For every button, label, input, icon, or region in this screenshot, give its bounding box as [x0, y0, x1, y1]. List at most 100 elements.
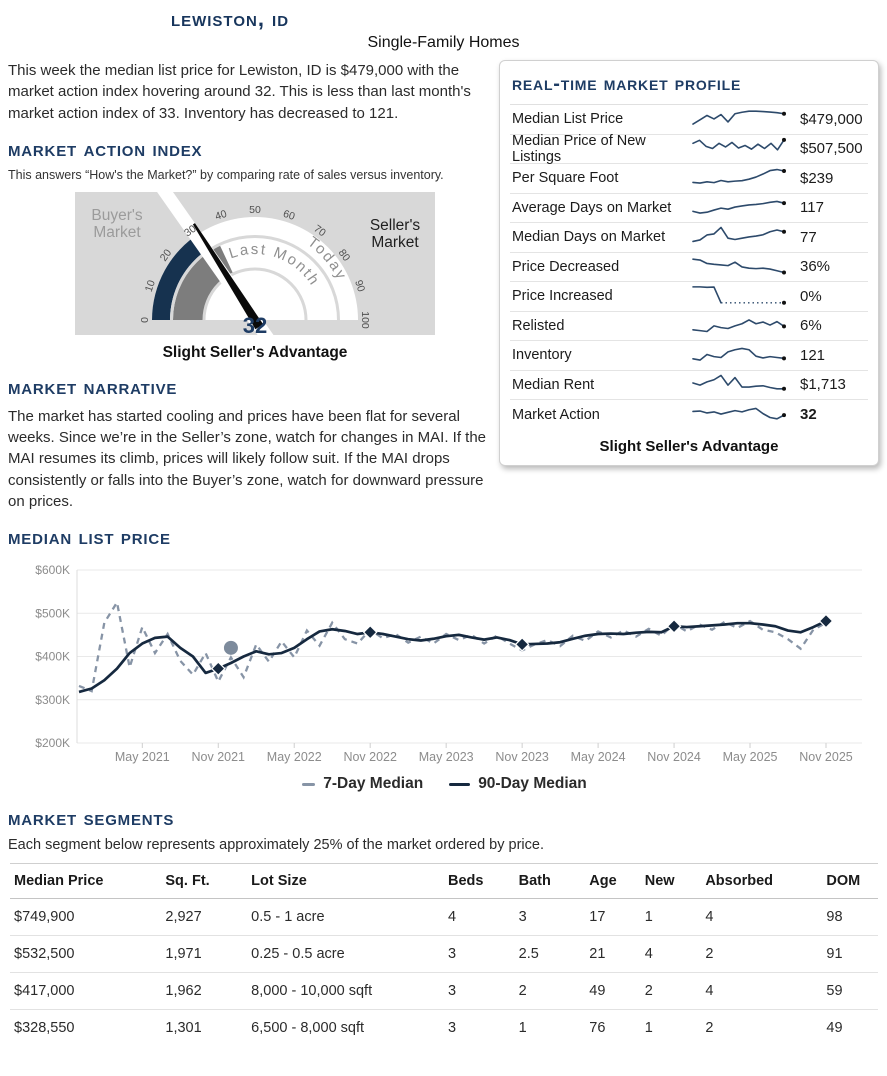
profile-row-label: Per Square Foot — [512, 170, 619, 187]
segments-column-header: Absorbed — [701, 863, 823, 900]
profile-row-value: $239 — [800, 169, 834, 187]
segments-table-cell: 2 — [701, 935, 823, 974]
profile-row: Median Days on Market 77 — [510, 223, 868, 253]
segments-table-cell: $749,900 — [10, 898, 162, 937]
gauge-needle — [192, 222, 264, 330]
x-axis-label: May 2025 — [723, 750, 778, 764]
profile-row: Median Rent $1,713 — [510, 371, 868, 400]
right-column: Real-Time Market Profile Median List Pri… — [499, 60, 879, 466]
left-column: This week the median list price for Lewi… — [0, 60, 499, 570]
y-axis-label: $300K — [35, 693, 70, 707]
profile-row: Price Decreased 36% — [510, 253, 868, 282]
segments-table-cell: 1 — [518, 1020, 527, 1037]
profile-row-label: Median Days on Market — [512, 229, 666, 246]
segments-header-row: Median Price Sq. Ft. Lot Size Beds Bath Age Ne… — [10, 863, 878, 900]
gauge-today-wedge — [152, 232, 210, 320]
legend-label: 7-Day Median — [323, 775, 424, 793]
x-axis-label: May 2022 — [267, 750, 322, 764]
segments-table-cell: 0.5 - 1 acre — [247, 898, 444, 937]
profile-row: Price Increased 0% — [510, 282, 868, 312]
segments-table-cell: 49 — [585, 972, 641, 1011]
y-axis-label: $600K — [35, 563, 70, 577]
segments-table-row: $749,900 2,927 0.5 - 1 acre 4 3 17 1 4 98 — [10, 898, 878, 937]
series-90-day-median — [78, 620, 827, 694]
y-axis-label: $400K — [35, 650, 70, 664]
profile-row-label: Relisted — [512, 317, 565, 334]
segments-table-cell: 4 — [443, 898, 515, 937]
segments-column-header: Sq. Ft. — [161, 863, 248, 900]
gauge-value: 32 — [243, 313, 267, 335]
x-axis-label: May 2024 — [571, 750, 626, 764]
profile-row-label: Market Action — [512, 406, 600, 423]
segments-table-cell: 1 — [640, 898, 702, 937]
segments-column-header: Bath — [514, 863, 586, 900]
segments-table-cell: 1 — [644, 1020, 653, 1037]
gauge-tick-label: 100 — [359, 311, 371, 329]
segments-table-cell: 76 — [589, 1020, 606, 1037]
segments-table-row: $328,550 1,301 6,500 - 8,000 sqft 3 1 76 1 2 49 — [10, 1010, 878, 1047]
segments-table-cell: 3 — [447, 1020, 457, 1037]
market-segments-heading: Market Segments — [8, 807, 175, 831]
profile-row-label: Inventory — [512, 347, 572, 364]
profile-row: Per Square Foot $239 — [510, 164, 868, 194]
market-profile-footer: Slight Seller's Advantage — [599, 437, 779, 455]
profile-row-value: $1,713 — [800, 376, 846, 394]
gauge-tick-label: 90 — [352, 278, 367, 293]
x-axis-label: Nov 2024 — [647, 750, 701, 764]
intro-paragraph: This week the median list price for Lewi… — [8, 62, 471, 122]
market-profile-rows: Median List Price $479,000 Median Price of… — [510, 105, 868, 430]
sparkline — [691, 136, 788, 162]
profile-row: Relisted 6% — [510, 312, 868, 341]
gauge-buyers-market-label: Buyer's Market — [91, 207, 142, 241]
segments-table-cell: 21 — [585, 935, 641, 974]
segments-table-cell: 3 — [443, 935, 515, 974]
market-narrative-paragraph: The market has started cooling and price… — [8, 407, 487, 511]
segments-table-cell: 4 — [701, 972, 823, 1011]
profile-row-label: Median List Price — [512, 111, 624, 128]
profile-row-value: $507,500 — [800, 140, 863, 158]
market-segments-section: Market Segments Each segment below repre… — [0, 807, 887, 1046]
x-axis-label: Nov 2022 — [343, 750, 397, 764]
series-7-day-median — [78, 599, 827, 694]
profile-row-value: 32 — [800, 406, 817, 424]
market-segments-table: Median Price Sq. Ft. Lot Size Beds Bath Age Ne… — [10, 863, 878, 1046]
median-list-price-chart: $200K $300K $400K $500K $600K May 2021 Nov 202… — [4, 556, 885, 793]
market-action-index-heading: Market Action Index — [8, 137, 203, 161]
sparkline — [691, 254, 788, 280]
year-marker-diamond — [818, 614, 834, 629]
gauge-tick-label: 10 — [143, 278, 158, 293]
segments-table-cell: 8,000 - 10,000 sqft — [247, 972, 444, 1011]
segments-column-header: Age — [585, 863, 641, 900]
segments-table-cell: 4 — [701, 898, 823, 937]
profile-row: Average Days on Market 117 — [510, 194, 868, 223]
segments-table-cell: 1,971 — [161, 935, 248, 974]
profile-row: Market Action 32 — [510, 400, 868, 430]
profile-row-label: Price Decreased — [512, 258, 620, 275]
x-axis-label: May 2023 — [419, 750, 474, 764]
sparkline — [691, 283, 788, 309]
gauge-tick-label: 40 — [214, 208, 229, 223]
sparkline — [691, 195, 788, 221]
market-action-index-description: This answers “How's the Market?” by comp… — [8, 167, 444, 182]
profile-row-value: 0% — [800, 287, 822, 305]
y-axis-label: $200K — [35, 736, 70, 750]
profile-row: Median Price of New Listings $507,500 — [510, 133, 868, 165]
line-chart-svg: $200K $300K $400K $500K $600K May 2021 Nov 202… — [35, 563, 862, 764]
segments-table-cell: 2,927 — [161, 898, 248, 937]
gauge-tick-label: 0 — [139, 317, 151, 323]
segments-column-header: Beds — [443, 863, 515, 900]
segments-table-cell: 4 — [640, 935, 702, 974]
segments-table-row: $532,500 1,971 0.25 - 0.5 acre 3 2.5 21 4 2 91 — [10, 935, 878, 974]
chart-legend: 7-Day Median 90-Day Median — [4, 775, 885, 793]
profile-row-label: Median Rent — [512, 376, 595, 393]
segments-column-header: Lot Size — [247, 863, 444, 900]
segments-table-cell: 3 — [443, 972, 515, 1011]
segments-table-cell: 1,301 — [165, 1020, 202, 1037]
sparkline — [691, 313, 788, 339]
year-marker-diamond — [362, 625, 378, 641]
year-marker-diamond — [514, 637, 530, 653]
segments-table-cell: 3 — [514, 898, 586, 937]
page-subtitle: Single-Family Homes — [367, 34, 520, 51]
